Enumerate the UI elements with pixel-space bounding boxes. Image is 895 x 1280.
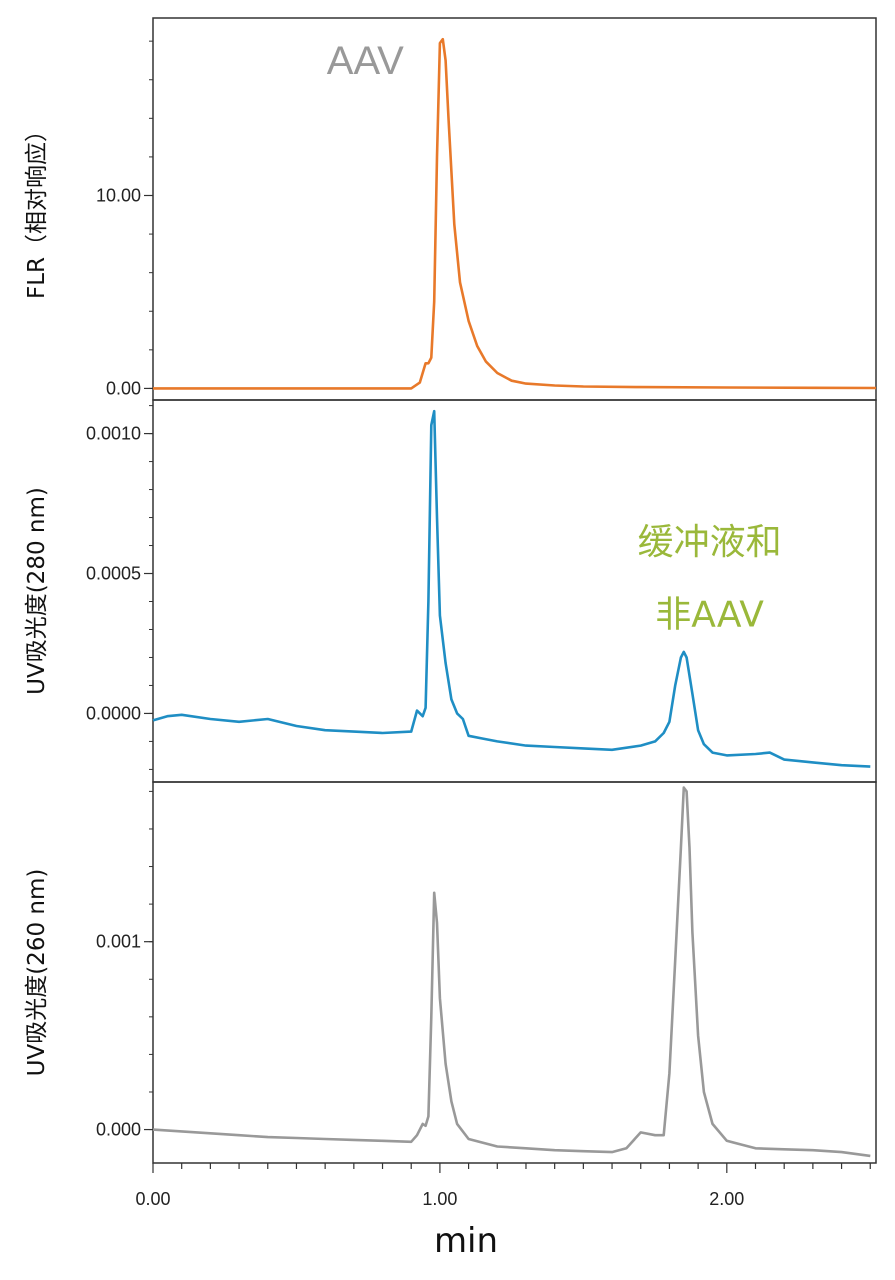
x-axis-label: min: [434, 1221, 498, 1261]
panel-flr: 0.00 10.00 FLR（相对响应） AAV: [24, 17, 877, 401]
series-line-flr: [153, 37, 877, 390]
y-tick-label: 0.000: [96, 1120, 141, 1140]
y-tick-label: 10.00: [96, 185, 141, 205]
annotation-label: 缓冲液和: [638, 522, 782, 563]
panel-uv260: 0.000 0.001 UV吸光度(260 nm): [24, 781, 877, 1164]
x-tick-label: 2.00: [709, 1189, 744, 1209]
x-tick-label: 0.00: [135, 1189, 170, 1209]
y-tick-label: 0.0005: [86, 564, 141, 584]
plot-frame: [152, 781, 877, 1164]
y-tick-label: 0.0010: [86, 424, 141, 444]
y-axis-label: UV吸光度(280 nm): [24, 487, 50, 695]
plot-frame: [152, 17, 877, 401]
series-line-uv260: [152, 786, 871, 1158]
y-tick-label: 0.00: [106, 378, 141, 398]
chart-panels: 0.0010.00FLR（相对响应）AAV0.00000.00050.0010U…: [24, 17, 877, 1164]
x-axis: 0.00 1.00 2.00: [135, 1163, 871, 1209]
series-line-uv280: [152, 409, 871, 768]
y-axis-label: UV吸光度(260 nm): [24, 869, 50, 1077]
plot-frame: [152, 399, 877, 783]
annotation-label: AAV: [327, 39, 404, 83]
annotation-label: 非AAV: [655, 595, 764, 636]
y-tick-label: 0.0000: [86, 703, 141, 723]
x-tick-label: 1.00: [422, 1189, 457, 1209]
y-tick-label: 0.001: [96, 932, 141, 952]
y-axis-label: FLR（相对响应）: [24, 119, 50, 299]
